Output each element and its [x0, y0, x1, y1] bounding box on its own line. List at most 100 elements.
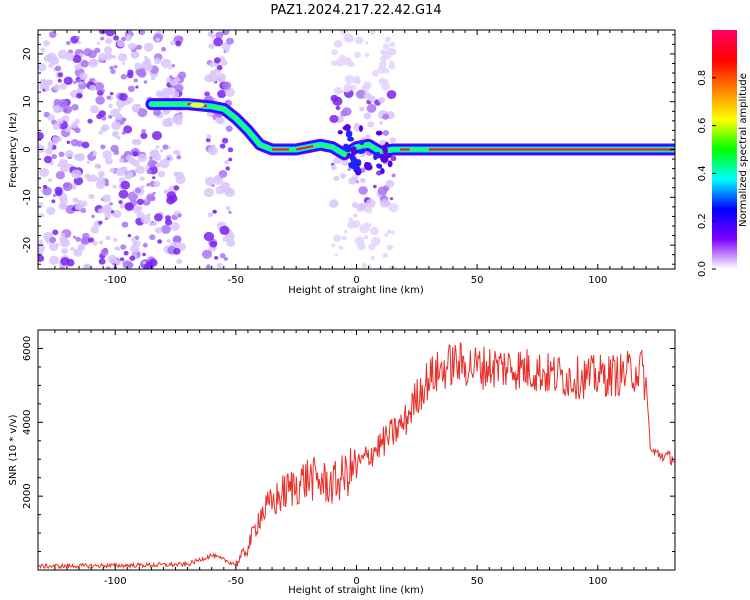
spectrogram-noise-blob: [126, 37, 131, 42]
spectrogram-noise-blob: [127, 234, 132, 238]
spectrogram-noise-blob: [76, 140, 84, 147]
spectrogram-noise-blob: [132, 241, 137, 246]
spectrogram-noise-blob: [130, 237, 137, 243]
spectrogram-noise-blob: [111, 121, 122, 131]
spectrogram-noise-blob: [80, 60, 89, 68]
spectrogram-noise-blob: [42, 184, 48, 190]
spectrogram-noise-blob: [335, 105, 341, 111]
spectrogram-noise-blob: [134, 62, 143, 70]
spectrogram-noise-blob: [52, 229, 59, 236]
spectrogram-noise-blob: [359, 177, 366, 184]
spectrogram-noise-blob: [126, 173, 132, 179]
spectrogram-strong-blob: [345, 130, 353, 138]
colorbar: 0.0 0.2 0.4 0.6 0.8 Normalized spectral ampl…: [697, 30, 749, 277]
spectrogram-noise-blob: [71, 103, 79, 111]
spectrogram-noise-blob: [108, 103, 113, 108]
spectrogram-noise-blob: [81, 232, 90, 240]
spectrogram-noise-blob: [333, 39, 343, 48]
spectrogram-noise-blob: [203, 188, 214, 198]
spectrogram-strong-blob: [350, 157, 358, 165]
spectrogram-noise-blob: [346, 57, 351, 62]
spectrogram-strong-blob: [359, 140, 365, 146]
spectrogram-strong-blob: [344, 123, 351, 131]
spectrogram-strong-blob: [337, 130, 343, 135]
spectrogram-noise-blob: [119, 93, 128, 101]
spectrogram-x-label: Height of straight line (km): [288, 285, 424, 296]
spectrogram-noise-blob: [132, 151, 139, 157]
spectrogram-noise-blob: [120, 244, 127, 250]
spectrogram-noise-blob: [332, 234, 342, 243]
spectrogram-strong-blob: [346, 152, 352, 159]
spectrogram-noise-blob: [107, 254, 118, 264]
spectrogram-noise-blob: [333, 175, 340, 182]
spectrogram-noise-blob: [112, 132, 118, 137]
spectrogram-noise-blob: [137, 69, 147, 78]
spectrogram-strong-blob: [373, 151, 381, 159]
spectrogram-noise-blob: [106, 95, 111, 100]
spectrogram-noise-blob: [118, 189, 129, 199]
spectrogram-noise-blob: [91, 59, 98, 66]
spectrogram-noise-blob: [132, 205, 141, 214]
spectrogram-noise-blob: [86, 160, 91, 164]
spectrogram-noise-blob: [341, 235, 347, 241]
spectrogram-noise-blob: [206, 134, 212, 139]
spectrogram-noise-blob: [171, 63, 176, 68]
spectrogram-y-tick-label: 20: [22, 48, 33, 61]
colorbar-label: Normalized spectral amplitude: [738, 73, 749, 227]
spectrogram-noise-blob: [384, 36, 391, 42]
snr-y-tick-label: 4000: [22, 410, 33, 435]
spectrogram-noise-blob: [331, 49, 339, 56]
spectrogram-noise-blob: [379, 56, 387, 63]
spectrogram-noise-blob: [155, 145, 160, 149]
spectrogram-noise-blob: [38, 154, 41, 158]
spectrogram-noise-blob: [170, 90, 180, 99]
spectrogram-noise-blob: [207, 146, 218, 156]
spectrogram-noise-blob: [52, 193, 57, 197]
spectrogram-noise-blob: [130, 244, 140, 254]
spectrogram-noise-blob: [73, 248, 83, 257]
spectrogram-noise-blob: [353, 75, 361, 83]
spectrogram-noise-blob: [358, 186, 368, 195]
spectrogram-noise-blob: [347, 61, 355, 68]
spectrogram-noise-blob: [142, 242, 148, 248]
spectrogram-noise-blob: [160, 58, 172, 69]
spectrogram-noise-blob: [101, 89, 105, 93]
spectrogram-noise-blob: [170, 222, 180, 231]
spectrogram-noise-blob: [91, 214, 95, 218]
spectrogram-noise-blob: [363, 92, 372, 100]
spectrogram-noise-blob: [157, 170, 166, 178]
doppler-track-core: [295, 145, 314, 151]
spectrogram-noise-blob: [222, 81, 232, 90]
spectrogram-noise-blob: [333, 87, 343, 95]
spectrogram-noise-blob: [209, 62, 215, 68]
spectrogram-noise-blob: [113, 64, 118, 69]
spectrogram-noise-blob: [120, 166, 126, 172]
snr-x-ticks: -100 -50 0 50 100: [54, 330, 659, 587]
spectrogram-noise-blob: [54, 65, 62, 72]
spectrogram-noise-blob: [213, 57, 221, 64]
spectrogram-noise-blob: [359, 224, 370, 234]
spectrogram-noise-blob: [210, 69, 217, 76]
spectrogram-noise-blob: [211, 34, 216, 39]
spectrogram-noise-blob: [38, 239, 44, 244]
spectrogram-noise-blob: [388, 203, 399, 213]
spectrogram-noise-blob: [177, 71, 187, 80]
spectrogram-noise-blob: [98, 258, 106, 265]
spectrogram-noise-blob: [38, 63, 47, 72]
spectrogram-y-tick-label: 10: [22, 95, 33, 108]
spectrogram-noise-blob: [389, 137, 396, 144]
spectrogram-noise-blob: [213, 37, 224, 47]
spectrogram-noise-blob: [363, 112, 372, 120]
spectrogram-noise-blob: [175, 174, 186, 184]
spectrogram-noise-blob: [88, 193, 95, 200]
spectrogram-noise-blob: [153, 153, 162, 161]
spectrogram-noise-blob: [170, 40, 176, 46]
spectrogram-noise-blob: [141, 59, 152, 70]
spectrogram-noise-blob: [72, 197, 79, 203]
spectrogram-strong-blob: [350, 146, 357, 154]
spectrogram-noise-blob: [162, 144, 169, 150]
spectrogram-noise-blob: [55, 242, 60, 247]
spectrogram-noise-blob: [96, 41, 101, 45]
spectrogram-noise-blob: [100, 36, 105, 41]
spectrogram-noise-blob: [54, 186, 63, 195]
